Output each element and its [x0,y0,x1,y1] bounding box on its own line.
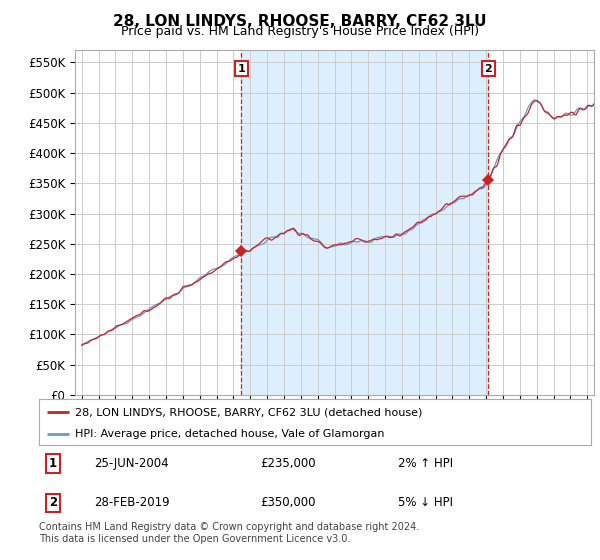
Text: 28, LON LINDYS, RHOOSE, BARRY, CF62 3LU (detached house): 28, LON LINDYS, RHOOSE, BARRY, CF62 3LU … [75,407,422,417]
Text: HPI: Average price, detached house, Vale of Glamorgan: HPI: Average price, detached house, Vale… [75,429,385,438]
Text: 28-FEB-2019: 28-FEB-2019 [94,497,170,510]
Text: 5% ↓ HPI: 5% ↓ HPI [398,497,453,510]
Text: 28, LON LINDYS, RHOOSE, BARRY, CF62 3LU: 28, LON LINDYS, RHOOSE, BARRY, CF62 3LU [113,14,487,29]
Text: £350,000: £350,000 [260,497,316,510]
Bar [241,50,488,395]
Text: 2: 2 [484,63,492,73]
Text: 25-JUN-2004: 25-JUN-2004 [94,457,169,470]
Text: Price paid vs. HM Land Registry's House Price Index (HPI): Price paid vs. HM Land Registry's House … [121,25,479,38]
Text: 1: 1 [49,457,57,470]
Text: 2% ↑ HPI: 2% ↑ HPI [398,457,453,470]
Text: £235,000: £235,000 [260,457,316,470]
Text: 2: 2 [49,497,57,510]
Text: 1: 1 [238,63,245,73]
Text: Contains HM Land Registry data © Crown copyright and database right 2024.
This d: Contains HM Land Registry data © Crown c… [39,522,419,544]
